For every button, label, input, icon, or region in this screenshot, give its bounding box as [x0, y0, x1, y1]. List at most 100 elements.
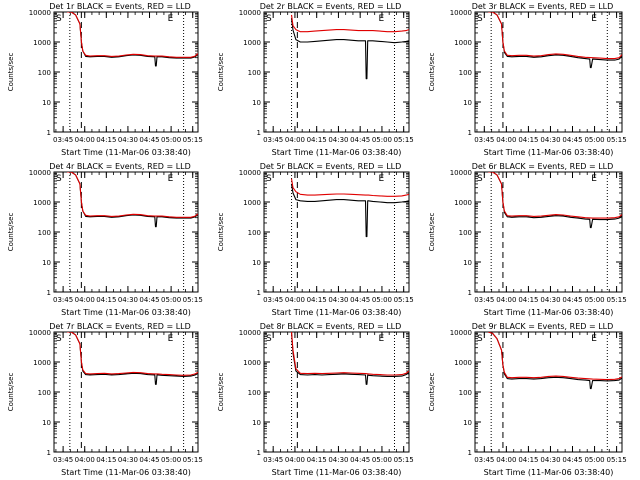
x-axis-label: Start Time (11-Mar-06 03:38:40) [61, 468, 191, 477]
s-marker: S [477, 174, 483, 184]
x-tick-label: 04:30 [118, 136, 138, 144]
e-marker: E [591, 14, 597, 24]
plot-frame [263, 171, 410, 293]
x-tick-label: 04:15 [96, 136, 116, 144]
e-marker: E [379, 14, 385, 24]
y-tick-label: 100 [248, 389, 261, 397]
series-lld-line [67, 172, 198, 218]
y-tick-label: 100 [38, 69, 51, 77]
x-tick-label: 05:15 [607, 296, 627, 304]
y-axis-label: Counts/sec [428, 373, 436, 412]
detector-chart-6: Det 6r BLACK = Events, RED = LLD 1 10 100 10… [428, 162, 627, 317]
x-tick-label: 03:45 [474, 456, 494, 464]
x-tick-label: 04:15 [307, 296, 327, 304]
y-tick-label: 1 [257, 289, 261, 297]
y-tick-label: 10000 [29, 329, 51, 337]
y-tick-label: 100 [248, 69, 261, 77]
x-axis-label: Start Time (11-Mar-06 03:38:40) [272, 468, 402, 477]
x-tick-label: 05:00 [584, 456, 604, 464]
x-tick-label: 04:15 [96, 456, 116, 464]
chart-title: Det 2r BLACK = Events, RED = LLD [260, 2, 402, 11]
detector-chart-9: Det 9r BLACK = Events, RED = LLD 1 10 100 10… [428, 322, 627, 477]
e-marker: E [591, 174, 597, 184]
e-marker: E [168, 174, 174, 184]
x-tick-label: 03:45 [53, 296, 73, 304]
y-tick-label: 10000 [450, 9, 472, 17]
x-axis-label: Start Time (11-Mar-06 03:38:40) [61, 308, 191, 317]
x-tick-label: 05:00 [372, 456, 392, 464]
x-tick-label: 04:45 [350, 136, 370, 144]
y-tick-label: 10 [252, 419, 261, 427]
series-lld-line [67, 332, 198, 376]
y-tick-label: 10000 [239, 169, 261, 177]
y-tick-label: 1000 [243, 199, 261, 207]
x-tick-label: 05:15 [183, 296, 203, 304]
y-tick-label: 100 [38, 389, 51, 397]
chart-title: Det 3r BLACK = Events, RED = LLD [472, 2, 614, 11]
x-tick-label: 04:15 [307, 456, 327, 464]
x-tick-label: 04:15 [518, 296, 538, 304]
x-tick-label: 03:45 [53, 136, 73, 144]
plot-frame [53, 331, 199, 453]
x-tick-label: 04:00 [75, 136, 95, 144]
y-tick-label: 100 [248, 229, 261, 237]
plot-frame [474, 11, 623, 133]
x-axis-label: Start Time (11-Mar-06 03:38:40) [272, 308, 402, 317]
series-events-line [290, 183, 409, 238]
y-axis-label: Counts/sec [428, 213, 436, 252]
x-tick-label: 04:00 [75, 296, 95, 304]
x-tick-label: 04:15 [518, 136, 538, 144]
series-events-line [488, 332, 622, 390]
x-tick-label: 05:00 [584, 136, 604, 144]
x-tick-label: 05:00 [161, 296, 181, 304]
plot-area [67, 172, 198, 292]
detector-chart-8: Det 8r BLACK = Events, RED = LLD 1 10 100 10… [217, 322, 414, 477]
x-tick-label: 05:15 [394, 296, 414, 304]
y-tick-label: 10 [42, 259, 51, 267]
x-tick-label: 03:45 [263, 296, 283, 304]
plot-area [488, 12, 622, 132]
x-tick-label: 05:00 [372, 136, 392, 144]
y-tick-label: 1 [468, 129, 472, 137]
y-tick-label: 1 [468, 449, 472, 457]
detector-chart-1: Det 1r BLACK = Events, RED = LLD 1 10 100 10… [7, 2, 203, 157]
y-tick-label: 10 [463, 99, 472, 107]
y-tick-label: 1000 [454, 199, 472, 207]
y-tick-label: 10000 [450, 329, 472, 337]
chart-title: Det 1r BLACK = Events, RED = LLD [49, 2, 191, 11]
y-tick-label: 10 [463, 419, 472, 427]
s-marker: S [477, 14, 483, 24]
y-tick-label: 100 [459, 69, 472, 77]
x-tick-label: 04:45 [562, 296, 582, 304]
series-events-line [488, 172, 622, 229]
s-marker: S [266, 174, 272, 184]
x-tick-label: 04:45 [562, 456, 582, 464]
x-tick-label: 04:45 [139, 136, 159, 144]
x-tick-label: 04:45 [562, 136, 582, 144]
y-tick-label: 10000 [239, 329, 261, 337]
plot-frame [53, 171, 199, 293]
x-tick-label: 03:45 [263, 136, 283, 144]
x-tick-label: 03:45 [263, 456, 283, 464]
series-lld-line [488, 332, 622, 381]
s-marker: S [266, 14, 272, 24]
y-tick-label: 10 [252, 99, 261, 107]
chart-title: Det 6r BLACK = Events, RED = LLD [472, 162, 614, 171]
x-tick-label: 04:45 [350, 456, 370, 464]
y-tick-label: 10 [42, 419, 51, 427]
y-tick-label: 1000 [243, 39, 261, 47]
x-tick-label: 04:00 [285, 136, 305, 144]
e-marker: E [168, 334, 174, 344]
plot-frame [263, 331, 410, 453]
plot-frame [474, 331, 623, 453]
x-tick-label: 05:00 [161, 456, 181, 464]
x-tick-label: 04:30 [328, 456, 348, 464]
s-marker: S [56, 14, 62, 24]
y-tick-label: 10 [252, 259, 261, 267]
x-tick-label: 04:45 [139, 296, 159, 304]
series-lld-line [290, 178, 409, 197]
chart-title: Det 8r BLACK = Events, RED = LLD [260, 322, 402, 331]
detector-chart-3: Det 3r BLACK = Events, RED = LLD 1 10 100 10… [428, 2, 627, 157]
x-tick-label: 05:15 [394, 136, 414, 144]
y-tick-label: 1000 [33, 359, 51, 367]
